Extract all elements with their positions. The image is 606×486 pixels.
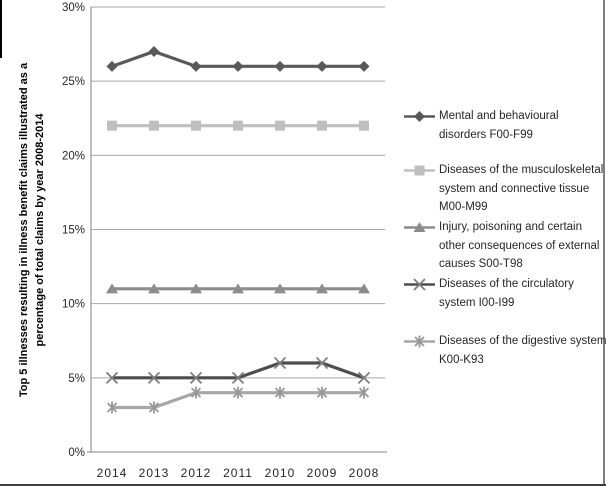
y-tick-label: 25% [62, 76, 85, 88]
legend-label: Injury, poisoning and certain other cons… [439, 221, 600, 270]
data-point-marker [107, 120, 117, 131]
legend-item: Injury, poisoning and certain other cons… [403, 218, 606, 274]
data-point-marker [148, 46, 160, 57]
data-point-marker [274, 60, 286, 72]
data-point-marker [316, 60, 328, 72]
y-tick-label: 20% [62, 150, 85, 162]
data-point-marker [105, 371, 119, 384]
legend-label: Diseases of the circulatory system I00-I… [439, 278, 574, 309]
data-point-marker [316, 283, 328, 294]
data-point-marker [231, 371, 245, 384]
legend-label: Diseases of the digestive system K00-K93 [439, 335, 606, 366]
y-tick-label: 5% [68, 373, 85, 385]
y-tick-label: 0% [68, 447, 85, 459]
x-tick-label: 2013 [139, 466, 170, 480]
data-point-marker [106, 283, 118, 294]
data-point-marker [315, 356, 329, 370]
data-point-marker [358, 60, 370, 72]
data-point-marker [274, 283, 286, 294]
legend-label: Diseases of the musculoskeletal system a… [439, 164, 604, 213]
x-tick-label: 2008 [349, 466, 380, 480]
legend-label: Mental and behavioural disorders F00-F99 [439, 110, 559, 141]
data-point-marker [106, 402, 118, 413]
data-point-marker [274, 387, 286, 398]
legend-marker-icon [404, 165, 435, 176]
data-point-marker [358, 283, 370, 294]
data-point-marker [359, 120, 369, 131]
legend-item: Diseases of the digestive system K00-K93 [403, 332, 606, 369]
data-point-marker [147, 371, 161, 384]
data-point-marker [357, 371, 371, 384]
data-point-marker [414, 165, 425, 176]
x-tick-label: 2011 [223, 466, 253, 480]
data-point-marker [189, 371, 203, 384]
legend-item: Diseases of the circulatory system I00-I… [403, 275, 606, 312]
data-point-marker [273, 356, 287, 370]
page-border-bottom [0, 484, 606, 486]
data-point-marker [413, 222, 426, 232]
legend: Mental and behavioural disorders F00-F99… [403, 0, 606, 486]
data-point-marker [317, 120, 327, 131]
legend-marker-icon [404, 278, 435, 291]
x-tick-label: 2012 [181, 466, 212, 480]
data-point-marker [190, 60, 202, 72]
data-point-marker [232, 387, 244, 398]
y-tick-label: 10% [62, 299, 85, 311]
data-point-marker [275, 120, 285, 131]
page-border-right [603, 0, 605, 486]
data-point-marker [148, 283, 160, 294]
legend-item: Mental and behavioural disorders F00-F99 [403, 107, 606, 144]
data-point-marker [414, 336, 425, 347]
data-point-marker [190, 387, 202, 398]
data-point-marker [191, 120, 201, 131]
data-point-marker [232, 60, 244, 72]
data-point-marker [358, 387, 370, 398]
data-point-marker [148, 402, 160, 413]
legend-marker-icon [404, 222, 435, 232]
x-tick-label: 2009 [307, 466, 338, 480]
series-line [112, 361, 365, 380]
legend-item: Diseases of the musculoskeletal system a… [403, 161, 606, 217]
data-point-marker [233, 120, 243, 131]
y-tick-label: 30% [62, 2, 85, 14]
y-tick-label: 15% [62, 225, 85, 237]
page-border-left [0, 0, 2, 58]
data-point-marker [316, 387, 328, 398]
data-point-marker [414, 111, 425, 122]
data-point-marker [413, 278, 426, 291]
x-tick-label: 2014 [97, 466, 128, 480]
data-point-marker [232, 283, 244, 294]
x-tick-label: 2010 [265, 466, 296, 480]
data-point-marker [149, 120, 159, 131]
data-point-marker [106, 60, 118, 72]
data-point-marker [190, 283, 202, 294]
legend-marker-icon [404, 111, 435, 122]
legend-marker-icon [404, 335, 435, 348]
